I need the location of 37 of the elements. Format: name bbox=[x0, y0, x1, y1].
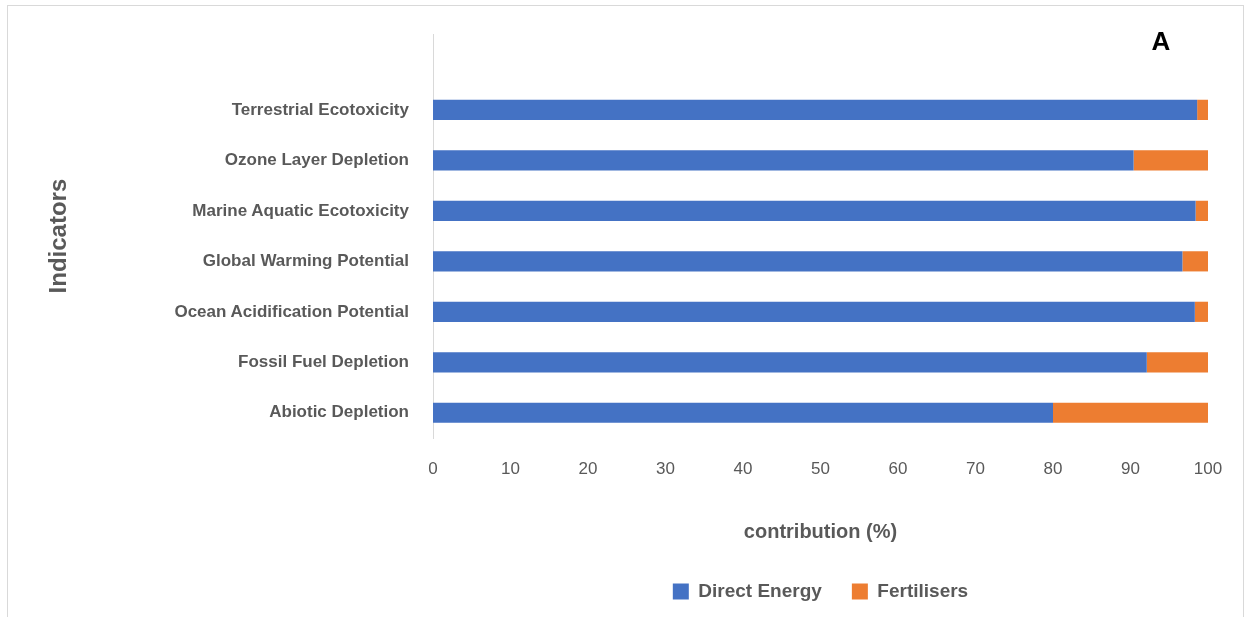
y-tick-label: Global Warming Potential bbox=[202, 251, 409, 271]
x-tick-label: 20 bbox=[578, 458, 598, 478]
x-tick-label: 90 bbox=[1121, 458, 1140, 478]
y-tick-label: Fossil Fuel Depletion bbox=[238, 351, 409, 371]
annotation: A bbox=[1151, 26, 1171, 57]
x-tick-label: 70 bbox=[966, 458, 985, 478]
legend-label: Direct Energy bbox=[698, 579, 823, 601]
x-tick-label: 50 bbox=[811, 458, 830, 478]
y-tick-label: Ocean Acidification Potential bbox=[174, 301, 409, 321]
bar bbox=[1053, 402, 1208, 423]
y-axis-title: Indicators bbox=[44, 178, 72, 294]
bar bbox=[433, 402, 1053, 423]
x-axis-title: contribution (%) bbox=[743, 519, 898, 542]
bar bbox=[1146, 352, 1208, 373]
x-tick-label: 10 bbox=[501, 458, 520, 478]
y-tick-label: Abiotic Depletion bbox=[269, 402, 409, 422]
x-tick-label: 40 bbox=[733, 458, 753, 478]
bar bbox=[1194, 301, 1208, 322]
bar bbox=[433, 251, 1183, 272]
x-tick-label: 30 bbox=[656, 458, 675, 478]
y-tick-label: Ozone Layer Depletion bbox=[224, 150, 409, 170]
bar bbox=[1133, 150, 1208, 171]
bar bbox=[433, 99, 1198, 121]
bar bbox=[1197, 99, 1208, 121]
y-tick-label: Terrestrial Ecotoxicity bbox=[231, 99, 410, 119]
bar bbox=[1195, 200, 1208, 221]
bar bbox=[1182, 251, 1208, 272]
x-tick-label: 60 bbox=[888, 458, 908, 478]
x-tick-label: 0 bbox=[428, 458, 438, 478]
bar bbox=[433, 352, 1147, 373]
x-tick-label: 100 bbox=[1193, 458, 1223, 478]
y-tick-label: Marine Aquatic Ecotoxicity bbox=[192, 200, 410, 220]
bar bbox=[433, 301, 1195, 322]
bar bbox=[433, 150, 1134, 171]
x-tick-label: 80 bbox=[1043, 458, 1063, 478]
bar bbox=[433, 200, 1196, 221]
legend-label: Fertilisers bbox=[877, 579, 969, 601]
